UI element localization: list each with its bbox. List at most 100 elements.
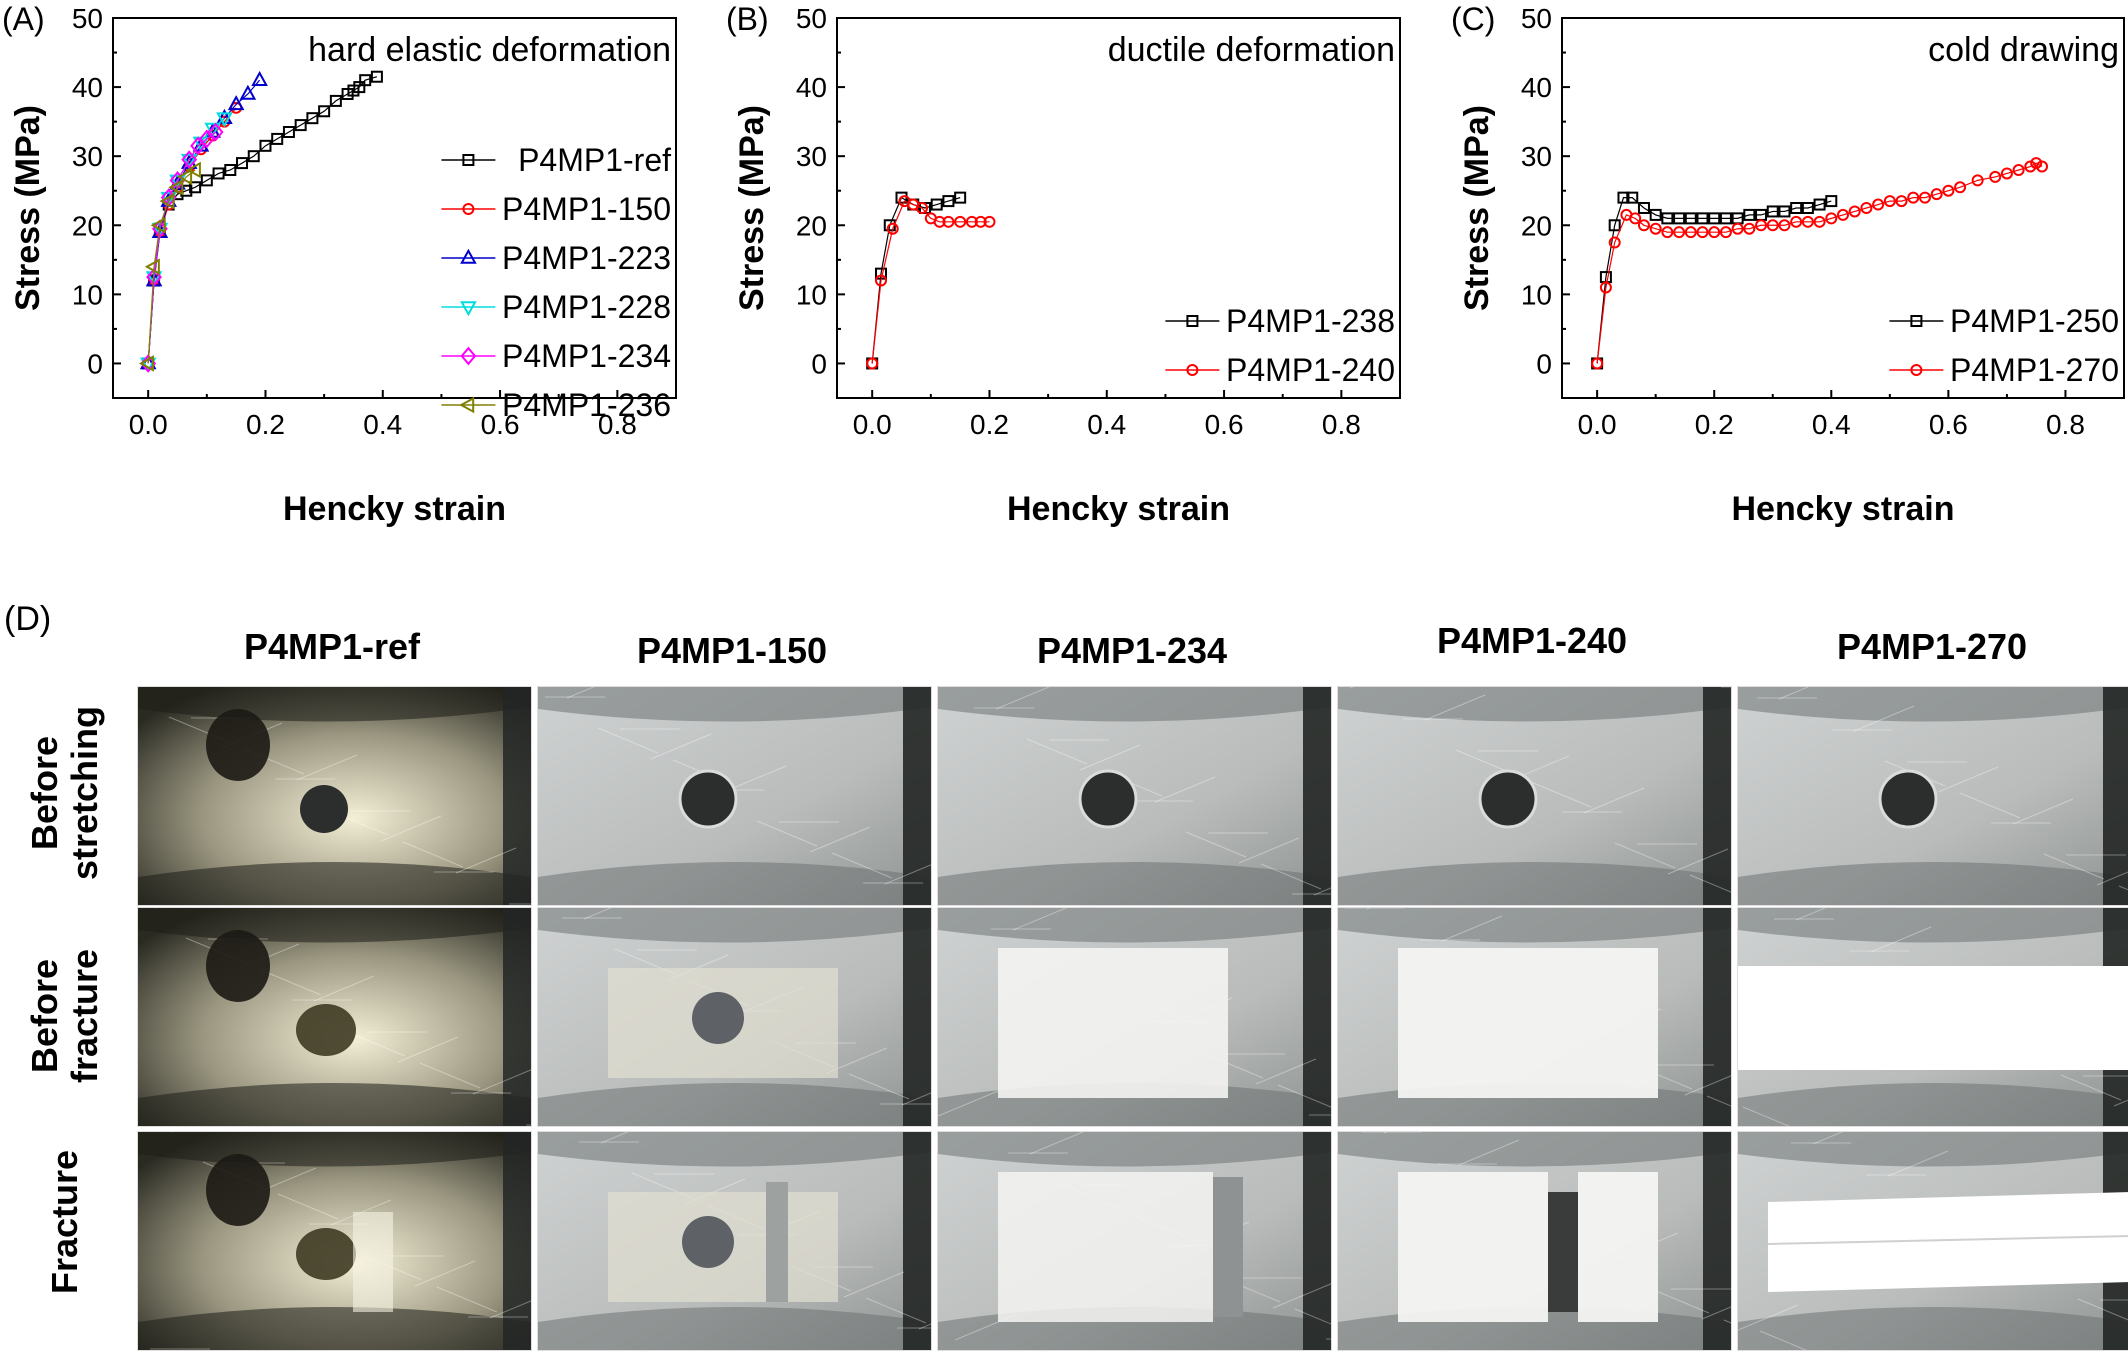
- scratch: [1684, 1075, 1731, 1096]
- scratch: [1154, 776, 1216, 803]
- x-tick-label: 0.0: [129, 409, 168, 440]
- data-point: [1766, 219, 1779, 232]
- clamp-top: [1338, 1132, 1731, 1167]
- x-tick-label: 0.0: [853, 409, 892, 440]
- data-point: [168, 178, 184, 196]
- data-point: [181, 150, 198, 169]
- specimen-photo: [537, 686, 932, 906]
- chart-2: (C) 0 10 20 30 40 50 0.0 0.2 0.4 0.6 0.8 Hencky stra…: [1451, 1, 2125, 528]
- dark-blot: [206, 709, 270, 781]
- row-label: Before fracture: [24, 948, 105, 1084]
- legend-label: P4MP1-238: [1226, 303, 1395, 339]
- data-point: [974, 215, 987, 228]
- fracture-gap: [1213, 1177, 1243, 1317]
- clamp-bottom: [538, 1083, 931, 1126]
- legend-marker: [1186, 364, 1199, 376]
- y-axis-label: Stress (MPa): [9, 105, 47, 311]
- legend-marker: [460, 248, 477, 264]
- x-tick-label: 0.0: [1578, 409, 1617, 440]
- clamp-top: [1338, 908, 1731, 943]
- data-point: [1790, 202, 1803, 214]
- scratch: [1238, 837, 1300, 864]
- legend-marker: [462, 154, 475, 166]
- data-point: [1637, 202, 1650, 214]
- legend-label: P4MP1-223: [502, 240, 671, 276]
- scratch: [1012, 908, 1068, 931]
- data-point: [216, 108, 233, 124]
- clamp-bottom: [138, 1307, 531, 1350]
- column-title: P4MP1-234: [1036, 630, 1228, 671]
- data-point: [1971, 174, 1984, 187]
- clamp-edge: [1303, 1132, 1331, 1350]
- panel-letter: (C): [1451, 1, 1495, 37]
- data-point: [2000, 167, 2013, 180]
- legend-label: P4MP1-ref: [518, 142, 671, 178]
- data-point: [306, 112, 319, 125]
- scratch: [1424, 694, 1486, 721]
- clamp-edge: [903, 908, 931, 1126]
- data-point: [1719, 226, 1732, 239]
- y-tick-label: 0: [811, 348, 827, 379]
- data-point: [318, 105, 331, 118]
- y-tick-label: 10: [796, 279, 827, 310]
- data-point: [1673, 226, 1686, 239]
- scratch: [455, 847, 517, 874]
- chart-title: hard elastic deformation: [308, 31, 671, 69]
- specimen-photo: [537, 907, 932, 1127]
- specimen-photo: [1337, 907, 1732, 1127]
- scratch: [1742, 1106, 1790, 1126]
- clamp-bottom: [1738, 862, 2128, 905]
- legend-marker: [462, 203, 475, 215]
- clamp-top: [538, 1132, 931, 1167]
- scratch: [1277, 1084, 1331, 1108]
- data-point: [236, 157, 249, 170]
- scratch: [884, 864, 931, 885]
- hole: [678, 769, 738, 829]
- hole: [300, 785, 348, 833]
- y-tick-label: 50: [72, 3, 103, 34]
- scratch: [1614, 842, 1676, 869]
- data-point: [1696, 212, 1709, 225]
- clamp-top: [1738, 687, 2128, 722]
- x-axis-label: Hencky strain: [1732, 490, 1955, 528]
- data-point: [954, 191, 967, 204]
- clamp-edge: [1703, 1132, 1731, 1350]
- data-point: [150, 216, 166, 234]
- legend-label: P4MP1-240: [1226, 352, 1395, 388]
- specimen-photo: [537, 1131, 932, 1351]
- data-point: [1755, 219, 1768, 232]
- legend-label: P4MP1-234: [502, 338, 671, 374]
- data-point: [1743, 208, 1756, 221]
- scratch: [809, 826, 871, 853]
- data-point: [359, 74, 372, 87]
- data-point: [1599, 281, 1612, 294]
- scratch: [1706, 1095, 1731, 1107]
- specimen-photo: [137, 907, 532, 1127]
- data-point: [983, 215, 996, 228]
- clamp-bottom: [538, 862, 931, 905]
- clamp-top: [1338, 687, 1731, 722]
- y-tick-label: 30: [72, 141, 103, 172]
- data-point: [1608, 236, 1621, 249]
- data-point: [1617, 191, 1630, 204]
- data-point: [1626, 191, 1639, 204]
- scratch: [1759, 1330, 1807, 1350]
- series-line: [147, 169, 196, 364]
- clamp-bottom: [1338, 862, 1731, 905]
- legend-marker: [460, 301, 477, 317]
- scratch: [1458, 1139, 1520, 1166]
- data-point: [216, 112, 233, 128]
- data-point: [1801, 215, 1814, 228]
- scratch: [313, 975, 375, 1002]
- drawn-fibre: [1738, 966, 2128, 1070]
- panel-letter: (A): [2, 1, 45, 37]
- legend-marker: [1910, 364, 1923, 376]
- specimen-photo: [937, 1131, 1332, 1351]
- data-point: [200, 174, 213, 187]
- scratch: [1272, 1283, 1331, 1309]
- data-point: [942, 195, 955, 208]
- chart-0: (A) 0 10 20 30 40 50 0.0 0.2 0.4 0.6 0.8 Hencky stra…: [2, 1, 677, 528]
- column-title: P4MP1-150: [636, 630, 828, 671]
- clamp-bottom: [1738, 1307, 2128, 1350]
